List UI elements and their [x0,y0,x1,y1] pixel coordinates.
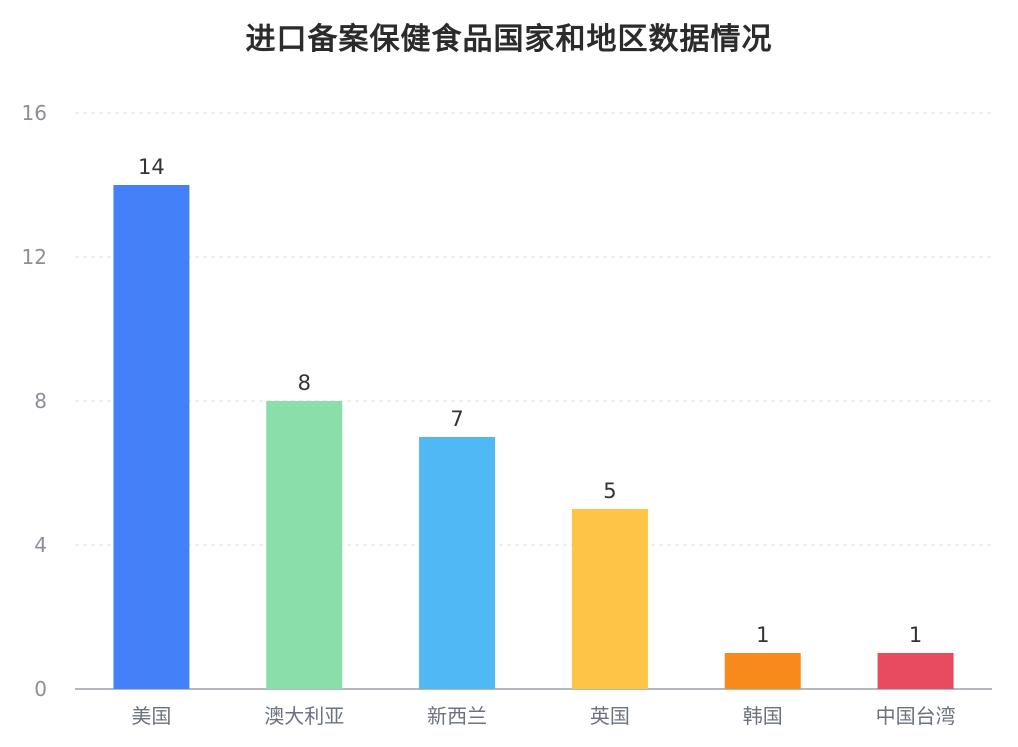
bar-value-label: 5 [603,479,616,503]
x-category-label: 韩国 [743,704,783,728]
x-category-label: 美国 [131,704,171,728]
x-category-label: 英国 [590,704,630,728]
x-category-label: 中国台湾 [876,704,956,728]
bar [266,401,343,689]
bar-value-label: 8 [298,371,311,395]
bar [571,509,648,689]
y-tick-label: 16 [22,101,47,125]
bar [877,653,954,689]
y-tick-label: 4 [34,533,47,557]
bar-value-label: 1 [756,623,769,647]
y-tick-label: 8 [34,389,47,413]
y-tick-label: 12 [22,245,47,269]
bar-value-label: 1 [909,623,922,647]
chart-title: 进口备案保健食品国家和地区数据情况 [245,22,773,57]
bar [419,437,496,689]
bar-value-label: 14 [138,155,165,179]
bar [724,653,801,689]
bar [113,185,190,689]
y-tick-label: 0 [34,677,47,701]
x-category-label: 新西兰 [427,704,487,728]
bar-value-label: 7 [450,407,463,431]
x-category-label: 澳大利亚 [264,704,344,728]
